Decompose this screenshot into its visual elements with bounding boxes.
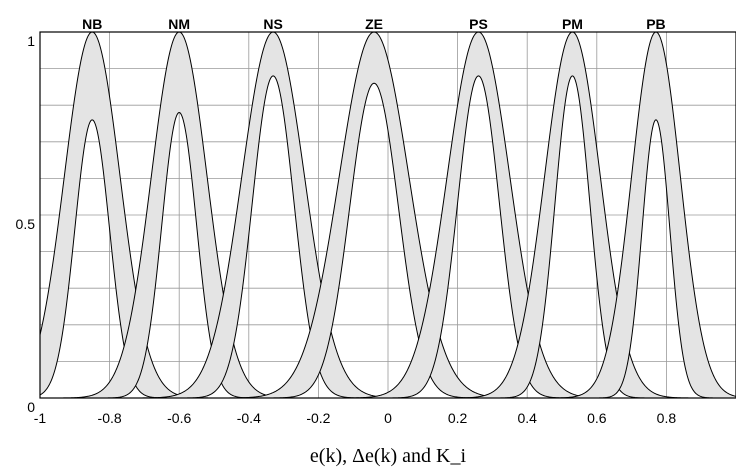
x-tick-label: -0.8	[98, 410, 122, 426]
x-axis-ticks: -1 -0.8 -0.6 -0.4 -0.2 0 0.2 0.4 0.6 0.8	[34, 410, 677, 426]
x-tick-label: 0.2	[448, 410, 468, 426]
x-tick-label: 0.4	[517, 410, 537, 426]
x-tick-label: -0.6	[167, 410, 191, 426]
y-tick-label: 0	[27, 399, 35, 415]
x-tick-label: -0.2	[306, 410, 330, 426]
x-tick-label: 0.6	[587, 410, 607, 426]
mf-label-ps: PS	[469, 16, 488, 32]
y-tick-label: 1	[27, 33, 35, 49]
x-tick-label: -0.4	[237, 410, 261, 426]
plot-frame	[39, 31, 736, 399]
mf-label-ns: NS	[263, 16, 282, 32]
y-axis-ticks: 00.51	[16, 33, 36, 415]
x-axis-label: e(k), Δe(k) and K_i	[310, 445, 467, 467]
x-tick-label: 0	[384, 410, 392, 426]
mf-label-nm: NM	[168, 16, 190, 32]
membership-labels: NB NM NS ZE PS PM PB	[82, 16, 666, 32]
mf-label-pb: PB	[646, 16, 665, 32]
x-tick-label: 0.8	[657, 410, 677, 426]
mf-label-nb: NB	[82, 16, 102, 32]
mf-label-ze: ZE	[365, 16, 383, 32]
mf-label-pm: PM	[562, 16, 583, 32]
x-tick-label: -1	[34, 410, 47, 426]
y-tick-label: 0.5	[16, 216, 36, 232]
